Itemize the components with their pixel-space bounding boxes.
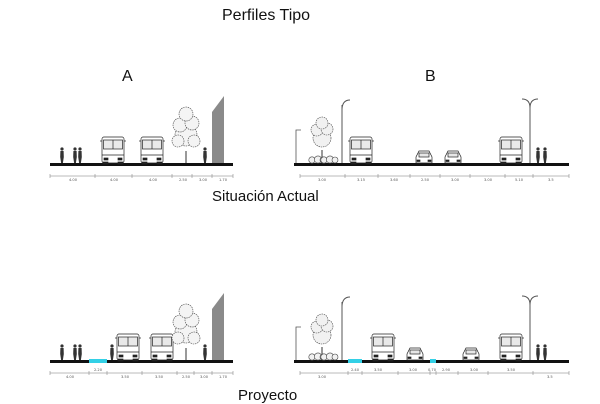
svg-text:4.00: 4.00 (110, 178, 119, 182)
bus-icon (148, 333, 176, 362)
svg-text:3.00: 3.00 (318, 375, 327, 379)
profile-a-proyecto: 4.00 2.20 3.50 3.50 2.50 3.00 1.70 (49, 293, 234, 379)
profile-b-proyecto: 3.00 2.40 3.50 3.00 0.70 2.90 3.00 3.50 … (294, 295, 570, 379)
tree-icon (171, 106, 201, 164)
svg-text:3.00: 3.00 (484, 178, 493, 182)
svg-text:3.50: 3.50 (507, 368, 516, 372)
svg-text:2.50: 2.50 (179, 178, 188, 182)
caption-proyecto: Proyecto (238, 387, 298, 404)
car-icon (462, 347, 480, 361)
svg-text:2.50: 2.50 (421, 178, 430, 182)
svg-text:1.70: 1.70 (219, 178, 228, 182)
bush-icon (320, 352, 339, 361)
wall-icon (295, 129, 301, 163)
tree-icon (310, 116, 334, 159)
building-icon (212, 96, 224, 163)
svg-text:3.00: 3.00 (470, 368, 479, 372)
pedestrian-icon (60, 344, 64, 360)
pedestrian-icon (73, 344, 77, 360)
bike-lane (348, 359, 362, 363)
wall-icon (295, 326, 301, 360)
svg-text:4.00: 4.00 (149, 178, 158, 182)
pedestrian-icon (203, 147, 207, 163)
svg-text:4.00: 4.00 (66, 375, 75, 379)
profile-a-actual: 4.00 4.00 4.00 2.50 3.00 1.70 (49, 96, 234, 182)
svg-text:2.50: 2.50 (182, 375, 191, 379)
pedestrian-icon (543, 147, 547, 163)
page-title: Perfiles Tipo (222, 7, 311, 24)
bus-icon (369, 333, 397, 362)
ground-line (50, 360, 233, 363)
pedestrian-icon (60, 147, 64, 163)
bus-icon (114, 333, 142, 362)
svg-text:2.90: 2.90 (442, 368, 451, 372)
section-label-a: A (122, 68, 133, 85)
svg-text:3.50: 3.50 (121, 375, 130, 379)
svg-text:4.00: 4.00 (69, 178, 78, 182)
svg-text:2.20: 2.20 (94, 368, 103, 372)
pedestrian-icon (78, 147, 82, 163)
streetlight-icon (521, 98, 539, 163)
svg-text:3.15: 3.15 (357, 178, 365, 182)
pedestrian-icon (73, 147, 77, 163)
bike-lane (89, 359, 107, 363)
tree-icon (171, 303, 201, 361)
dimension-line: 3.00 3.15 3.60 2.50 3.00 3.00 5.10 3.5 (299, 174, 570, 182)
bus-icon (99, 136, 127, 165)
svg-text:3.50: 3.50 (374, 368, 383, 372)
ground-line (50, 163, 233, 166)
svg-text:0.70: 0.70 (428, 368, 437, 372)
svg-text:3.00: 3.00 (409, 368, 418, 372)
section-label-b: B (425, 68, 436, 85)
pedestrian-icon (536, 147, 540, 163)
profile-b-actual: 3.00 3.15 3.60 2.50 3.00 3.00 5.10 3.5 (294, 98, 570, 182)
svg-text:5.10: 5.10 (515, 178, 524, 182)
svg-text:3.00: 3.00 (318, 178, 327, 182)
bush-icon (320, 155, 339, 164)
dimension-line: 4.00 4.00 4.00 2.50 3.00 1.70 (49, 174, 234, 182)
pedestrian-icon (110, 344, 114, 360)
svg-text:1.70: 1.70 (219, 375, 228, 379)
svg-text:3.00: 3.00 (199, 178, 208, 182)
car-icon (406, 347, 424, 361)
streetlight-icon (341, 296, 351, 360)
caption-situacion-actual: Situación Actual (212, 188, 319, 205)
pedestrian-icon (543, 344, 547, 360)
dimension-line: 3.00 2.40 3.50 3.00 0.70 2.90 3.00 3.50 … (299, 368, 570, 379)
car-icon (415, 150, 433, 164)
svg-text:3.60: 3.60 (390, 178, 399, 182)
dimension-line: 4.00 2.20 3.50 3.50 2.50 3.00 1.70 (49, 368, 234, 379)
svg-text:3.5: 3.5 (547, 375, 553, 379)
svg-text:3.00: 3.00 (451, 178, 460, 182)
svg-text:2.40: 2.40 (351, 368, 360, 372)
car-icon (444, 150, 462, 164)
pedestrian-icon (536, 344, 540, 360)
streetlight-icon (521, 295, 539, 360)
bike-lane (430, 359, 436, 363)
building-icon (212, 293, 224, 360)
bus-icon (138, 136, 166, 165)
pedestrian-icon (203, 344, 207, 360)
svg-text:3.5: 3.5 (548, 178, 554, 182)
tree-icon (310, 313, 334, 356)
ground-line (294, 163, 569, 166)
bus-icon (497, 333, 525, 362)
pedestrian-icon (78, 344, 82, 360)
streetlight-icon (341, 99, 351, 163)
bus-icon (347, 136, 375, 165)
svg-text:3.50: 3.50 (155, 375, 164, 379)
bus-icon (497, 136, 525, 165)
svg-text:3.00: 3.00 (200, 375, 209, 379)
